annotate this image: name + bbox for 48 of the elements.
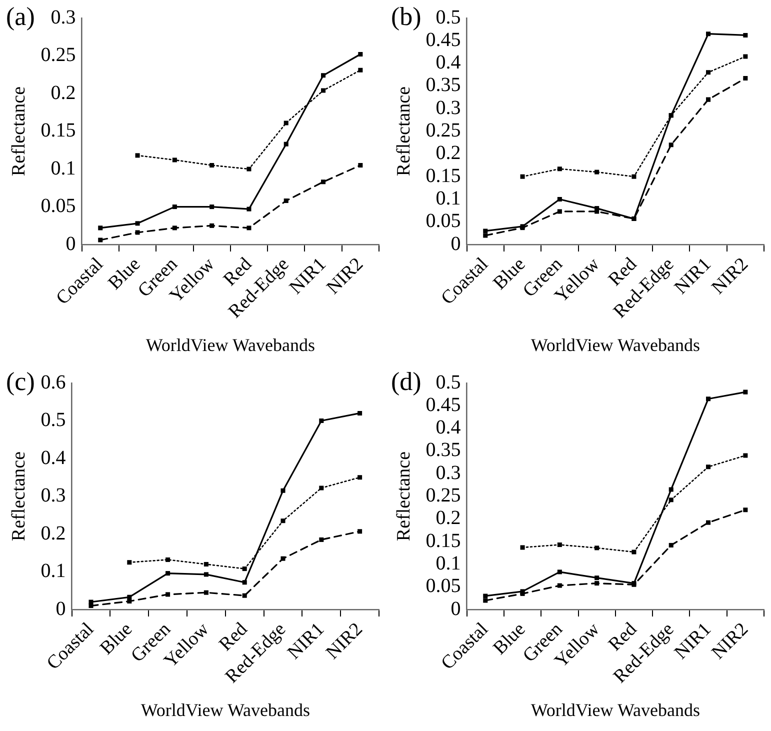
chart-title: (c) — [6, 367, 35, 397]
y-tick-label: 0 — [56, 598, 66, 620]
x-axis-title: WorldView Wavebands — [140, 700, 310, 720]
y-tick-label: 0.5 — [436, 371, 461, 394]
y-tick-label: 0.45 — [426, 394, 461, 416]
y-tick-label: 0.3 — [436, 96, 461, 119]
y-tick-label: 0.3 — [50, 6, 76, 28]
y-axis-title: Reflectance — [393, 86, 414, 176]
y-tick-label: 0.2 — [436, 142, 461, 164]
chart-title: (d) — [391, 367, 422, 397]
y-tick-label: 0.05 — [426, 575, 461, 598]
x-axis-title: WorldView Wavebands — [146, 334, 315, 355]
y-tick-label: 0.05 — [40, 195, 76, 218]
y-tick-label: 0.5 — [40, 409, 66, 432]
y-tick-label: 0.15 — [426, 164, 461, 187]
y-tick-label: 0.25 — [426, 120, 461, 142]
y-tick-label: 0.4 — [436, 52, 461, 74]
y-tick-label: 0 — [450, 598, 461, 620]
y-tick-label: 0.4 — [436, 416, 461, 439]
y-tick-label: 0.35 — [426, 439, 461, 462]
y-tick-label: 0.45 — [426, 28, 461, 51]
y-axis-title: Reflectance — [8, 86, 30, 176]
y-axis-title: Reflectance — [8, 451, 30, 542]
x-axis-title: WorldView Wavebands — [530, 700, 700, 720]
y-tick-label: 0.25 — [426, 484, 461, 507]
y-tick-label: 0.1 — [50, 157, 76, 180]
y-tick-label: 0 — [66, 232, 76, 255]
y-tick-label: 0.4 — [40, 446, 66, 469]
y-axis-title: Reflectance — [393, 451, 414, 542]
y-tick-label: 0.2 — [40, 522, 66, 544]
y-tick-label: 0.1 — [40, 560, 66, 582]
chart-title: (b) — [391, 2, 422, 32]
y-tick-label: 0.6 — [40, 371, 66, 394]
y-tick-label: 0 — [450, 232, 461, 255]
y-tick-label: 0.5 — [436, 6, 461, 28]
y-tick-label: 0.3 — [436, 462, 461, 484]
y-tick-label: 0.2 — [436, 507, 461, 530]
y-tick-label: 0.1 — [436, 552, 461, 574]
x-axis-title: WorldView Wavebands — [530, 334, 700, 355]
y-tick-label: 0.05 — [426, 210, 461, 232]
y-tick-label: 0.2 — [50, 82, 76, 104]
y-tick-label: 0.1 — [436, 187, 461, 210]
y-tick-label: 0.3 — [40, 484, 66, 507]
y-tick-label: 0.15 — [426, 530, 461, 552]
y-tick-label: 0.35 — [426, 74, 461, 96]
y-tick-label: 0.15 — [40, 120, 76, 142]
chart-title: (a) — [6, 2, 35, 32]
y-tick-label: 0.25 — [40, 44, 76, 66]
